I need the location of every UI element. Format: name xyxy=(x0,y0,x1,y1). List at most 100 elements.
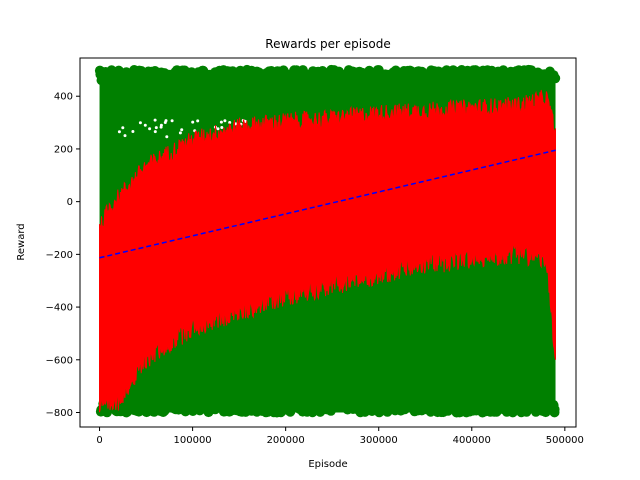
scatter-point xyxy=(243,66,254,77)
scatter-point xyxy=(464,68,475,79)
scatter-point xyxy=(364,404,375,415)
scatter-point xyxy=(190,71,201,82)
scatter-point xyxy=(508,402,518,413)
x-axis-title: Episode xyxy=(308,459,347,470)
scatter-point xyxy=(471,397,482,407)
scatter-point xyxy=(451,397,462,407)
scatter-gap xyxy=(163,121,167,124)
scatter-gap xyxy=(178,131,182,135)
scatter-point xyxy=(443,69,454,80)
y-axis-title: Reward xyxy=(16,223,27,260)
scatter-point xyxy=(378,404,389,415)
scatter-point xyxy=(219,74,230,85)
scatter-point xyxy=(177,65,188,76)
scatter-gap xyxy=(154,126,158,130)
scatter-point xyxy=(462,400,472,411)
scatter-point xyxy=(421,71,432,82)
scatter-point xyxy=(252,71,263,82)
scatter-point xyxy=(372,65,383,76)
scatter-gap xyxy=(191,120,195,124)
x-tick-label: 200000 xyxy=(267,435,305,446)
scatter-point xyxy=(391,70,402,81)
scatter-gap xyxy=(153,118,157,122)
y-tick-label: −800 xyxy=(46,408,73,419)
y-tick-label: −600 xyxy=(46,355,73,366)
trend-layer xyxy=(99,149,556,259)
scatter-point xyxy=(298,66,309,77)
scatter-point xyxy=(371,74,382,85)
scatter-point xyxy=(531,403,541,414)
x-axis-ticks: 0 100000 200000 300000 400000 500000 xyxy=(96,427,584,446)
scatter-point xyxy=(540,407,551,418)
scatter-point xyxy=(279,74,290,84)
scatter-point xyxy=(346,66,357,77)
scatter-point xyxy=(297,406,308,417)
scatter-gap xyxy=(165,135,169,139)
y-axis-ticks: −800 −600 −400 −200 0 200 400 xyxy=(46,92,80,419)
scatter-gap xyxy=(196,119,200,123)
y-tick-label: 400 xyxy=(54,92,73,103)
scatter-gap xyxy=(138,121,142,125)
scatter-gap xyxy=(123,134,127,138)
scatter-point xyxy=(302,398,313,409)
scatter-point xyxy=(485,397,496,408)
scatter-gap xyxy=(170,119,174,123)
scatter-point xyxy=(356,67,367,78)
trend-line xyxy=(99,149,556,259)
scatter-point xyxy=(431,75,442,86)
scatter-point xyxy=(114,406,124,417)
scatter-point xyxy=(274,399,285,410)
scatter-point xyxy=(438,404,449,415)
scatter-point xyxy=(170,404,181,415)
envelope-layer xyxy=(99,89,556,413)
scatter-point xyxy=(450,70,461,81)
x-tick-label: 0 xyxy=(96,435,102,446)
scatter-gap xyxy=(180,128,184,132)
scatter-point xyxy=(513,65,524,76)
scatter-point xyxy=(235,65,246,76)
x-tick-label: 100000 xyxy=(174,435,212,446)
scatter-gap xyxy=(223,119,227,123)
scatter-gap xyxy=(143,123,147,127)
scatter-gap xyxy=(216,127,220,131)
scatter-gap xyxy=(220,126,224,129)
scatter-gap xyxy=(121,126,125,130)
scatter-point xyxy=(251,406,262,417)
scatter-point xyxy=(250,398,261,409)
scatter-point xyxy=(353,397,363,408)
scatter-point xyxy=(516,407,527,418)
scatter-point xyxy=(490,73,501,84)
chart-title: Rewards per episode xyxy=(265,37,390,51)
scatter-point xyxy=(325,73,336,84)
scatter-point xyxy=(471,405,482,416)
x-tick-label: 300000 xyxy=(360,435,398,446)
scatter-gap xyxy=(131,130,135,133)
scatter-point xyxy=(429,397,440,408)
scatter-point xyxy=(429,66,440,77)
scatter-point xyxy=(119,74,130,85)
scatter-point xyxy=(153,70,164,81)
scatter-point xyxy=(325,405,336,416)
scatter-point xyxy=(195,403,206,414)
scatter-gap xyxy=(117,130,121,134)
y-tick-label: 200 xyxy=(54,144,73,155)
scatter-point xyxy=(548,70,559,81)
scatter-point xyxy=(485,406,496,417)
scatter-point xyxy=(313,66,324,77)
scatter-gap xyxy=(148,127,152,131)
scatter-point xyxy=(152,405,163,415)
scatter-point xyxy=(222,401,233,412)
scatter-point xyxy=(389,401,400,412)
scatter-gap xyxy=(228,121,232,124)
scatter-point xyxy=(98,68,109,79)
scatter-point xyxy=(141,68,152,79)
scatter-point xyxy=(282,405,293,415)
scatter-point xyxy=(524,71,535,82)
reward-envelope xyxy=(99,89,556,413)
scatter-point xyxy=(549,407,560,418)
x-tick-label: 400000 xyxy=(453,435,491,446)
scatter-gap xyxy=(153,130,157,134)
scatter-point xyxy=(166,72,177,83)
scatter-point xyxy=(261,407,271,418)
